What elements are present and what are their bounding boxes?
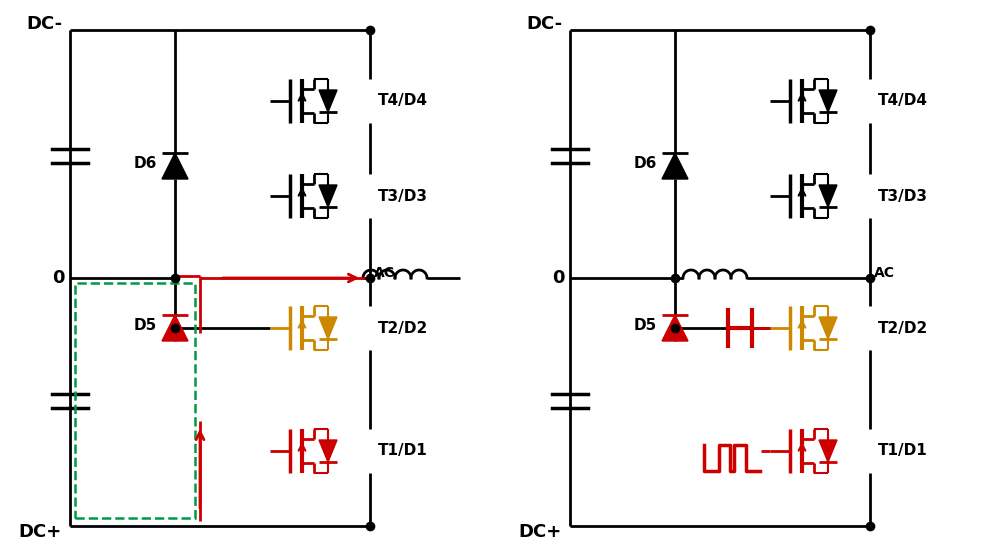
Polygon shape xyxy=(662,153,688,179)
Polygon shape xyxy=(662,315,688,341)
Text: 0: 0 xyxy=(553,269,565,287)
Polygon shape xyxy=(819,185,837,207)
Text: D6: D6 xyxy=(133,156,157,171)
Polygon shape xyxy=(319,185,337,207)
Text: D5: D5 xyxy=(134,319,157,334)
Text: D5: D5 xyxy=(634,319,657,334)
Text: T3/D3: T3/D3 xyxy=(378,188,428,203)
Text: T4/D4: T4/D4 xyxy=(378,93,428,108)
Polygon shape xyxy=(819,440,837,462)
Text: DC+: DC+ xyxy=(19,523,62,541)
Text: DC-: DC- xyxy=(26,15,62,33)
Polygon shape xyxy=(319,440,337,462)
Text: D6: D6 xyxy=(634,156,657,171)
Text: T2/D2: T2/D2 xyxy=(378,320,428,335)
Polygon shape xyxy=(319,90,337,112)
Text: AC: AC xyxy=(874,266,895,280)
Polygon shape xyxy=(319,317,337,339)
Text: AC: AC xyxy=(374,266,395,280)
Text: T1/D1: T1/D1 xyxy=(378,444,427,459)
Text: DC-: DC- xyxy=(526,15,562,33)
Text: T3/D3: T3/D3 xyxy=(878,188,928,203)
Text: 0: 0 xyxy=(52,269,65,287)
Polygon shape xyxy=(819,90,837,112)
Text: DC+: DC+ xyxy=(519,523,562,541)
Text: T1/D1: T1/D1 xyxy=(878,444,928,459)
Text: T2/D2: T2/D2 xyxy=(878,320,928,335)
Polygon shape xyxy=(162,315,188,341)
Text: T4/D4: T4/D4 xyxy=(878,93,928,108)
Polygon shape xyxy=(162,153,188,179)
Polygon shape xyxy=(819,317,837,339)
